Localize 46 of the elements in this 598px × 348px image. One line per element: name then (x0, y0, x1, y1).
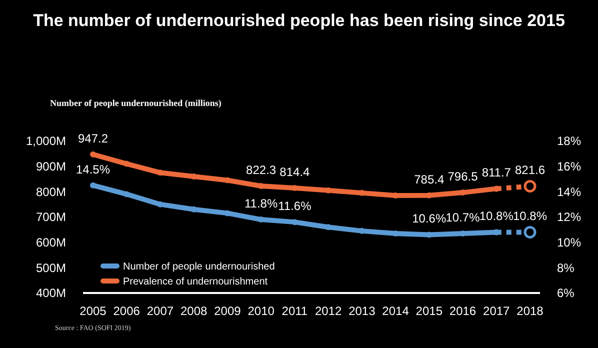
x-tick-label: 2005 (80, 304, 107, 318)
data-label: 822.3 (246, 163, 276, 178)
y-tick-label: 400M (36, 286, 66, 300)
y-tick-label: 1,000M (26, 134, 66, 148)
y-tick-label: 900M (36, 160, 66, 174)
x-tick-label: 2007 (146, 304, 174, 318)
legend-label: Number of people undernourished (123, 262, 275, 272)
x-tick-label: 2014 (382, 304, 410, 318)
data-label: 11.8% (244, 196, 278, 211)
x-tick-label: 2011 (282, 304, 308, 318)
legend-label: Prevalence of undernourishment (123, 276, 268, 288)
x-tick-label: 2017 (483, 304, 510, 318)
x-tick-label: 2010 (248, 304, 275, 318)
x-tick-label: 2016 (449, 304, 476, 318)
data-label: 10.8% (512, 209, 548, 224)
data-label: 785.4 (414, 172, 444, 186)
data-label: 10.7% (446, 210, 480, 224)
x-tick-label: 2018 (516, 304, 544, 318)
data-label: 10.8% (479, 209, 514, 224)
data-label: 10.6% (412, 212, 446, 226)
y-tick-label: 800M (36, 184, 66, 199)
y-tick-label: 600M (36, 236, 66, 250)
y2-tick-label: 12% (557, 210, 582, 224)
data-label: 14.5% (76, 162, 110, 176)
chart-title: The number of undernourished people has been rising since 2015 (33, 11, 565, 30)
data-label: 947.2 (78, 131, 108, 146)
x-tick-label: 2013 (348, 304, 376, 318)
y2-tick-label: 16% (557, 160, 582, 174)
y2-tick-label: 14% (557, 184, 582, 199)
x-tick-label: 2015 (416, 304, 443, 318)
data-label: 796.5 (448, 170, 478, 184)
y2-tick-label: 6% (557, 286, 575, 300)
y2-tick-label: 8% (557, 260, 575, 275)
data-label: 821.6 (514, 163, 546, 178)
x-tick-label: 2012 (314, 304, 342, 318)
y2-tick-label: 18% (557, 134, 582, 148)
y2-tick-label: 10% (557, 236, 582, 250)
x-tick-label: 2006 (113, 304, 140, 318)
data-label: 814.4 (280, 165, 310, 180)
y-axis-title: Number of people undernourished (millions) (50, 98, 222, 108)
x-tick-label: 2008 (180, 304, 208, 318)
y-tick-label: 500M (36, 260, 66, 275)
data-label: 11.6% (278, 199, 312, 214)
data-label: 811.7 (482, 166, 512, 180)
y-tick-label: 700M (36, 210, 66, 224)
x-tick-label: 2009 (214, 304, 242, 318)
